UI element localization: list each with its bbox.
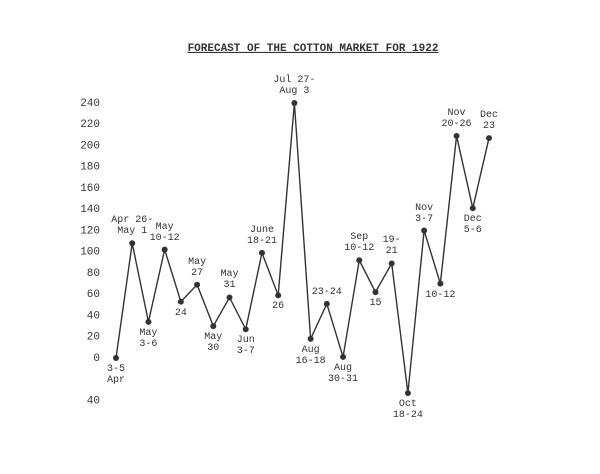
point [113, 355, 119, 361]
point [453, 132, 460, 139]
point [275, 292, 282, 299]
point [210, 323, 217, 330]
point [404, 390, 411, 397]
point [242, 326, 249, 333]
point-label: Apr 26- May 1 [111, 215, 154, 238]
point-label: May 30 [204, 332, 223, 355]
point-label: June 18-21 [246, 224, 277, 247]
point-label: 19- 21 [382, 235, 401, 258]
point-label: Nov 3-7 [415, 202, 434, 225]
point-label: Jun 3-7 [236, 335, 255, 358]
point [437, 280, 444, 287]
point-label: 15 [369, 298, 382, 310]
point-label: Aug 16-18 [295, 344, 326, 367]
point-label: 24 [174, 307, 187, 319]
point-label: Dec 23 [479, 110, 499, 133]
point-label: Aug 30-31 [328, 362, 359, 385]
point-label: Dec 5-6 [463, 214, 482, 237]
y-tick-label: 20 [87, 332, 100, 344]
y-tick-label: 140 [80, 204, 100, 216]
line [115, 102, 490, 394]
point-label: May 27 [188, 256, 207, 279]
point [177, 298, 184, 305]
point-label: Nov 20-26 [441, 107, 472, 130]
y-tick-label: 160 [80, 183, 100, 195]
y-tick-label: 240 [80, 98, 100, 110]
point-label: May 10-12 [149, 221, 180, 244]
y-tick-label: 100 [80, 247, 100, 259]
y-tick-label: 40 [87, 310, 100, 322]
point [291, 100, 298, 106]
y-tick-label: 40 [87, 395, 100, 407]
point-label: May 3-6 [139, 327, 158, 350]
point [129, 240, 136, 247]
point-label: Jul 27- Aug 3 [273, 75, 316, 97]
point-label: Sep 10-12 [344, 232, 375, 255]
point [469, 205, 476, 212]
point-label: 3-5 Apr [106, 364, 126, 386]
y-tick-label: 220 [80, 119, 100, 131]
y-tick-label: 60 [87, 289, 100, 301]
point [486, 135, 492, 142]
point-label: Oct 18-24 [392, 399, 423, 422]
point [340, 353, 347, 360]
y-tick-label: 120 [80, 225, 100, 237]
point [372, 289, 379, 296]
point-label: 23-24 [311, 286, 342, 298]
point [258, 249, 265, 256]
point [194, 281, 201, 288]
y-tick-label: 0 [93, 353, 100, 365]
point-label: 26 [272, 301, 285, 313]
y-tick-label: 200 [80, 140, 100, 152]
point [161, 246, 168, 253]
point-label: 10-12 [425, 289, 456, 301]
point [323, 300, 330, 307]
point-label: May 31 [220, 269, 239, 292]
y-tick-label: 180 [80, 162, 100, 174]
y-tick-label: 80 [87, 268, 100, 280]
point [421, 227, 428, 234]
point [356, 257, 363, 264]
point [226, 294, 233, 301]
point [388, 260, 395, 267]
chart-title: FORECAST OF THE COTTON MARKET FOR 1922 [188, 43, 439, 55]
point [145, 318, 152, 325]
point [307, 335, 314, 342]
